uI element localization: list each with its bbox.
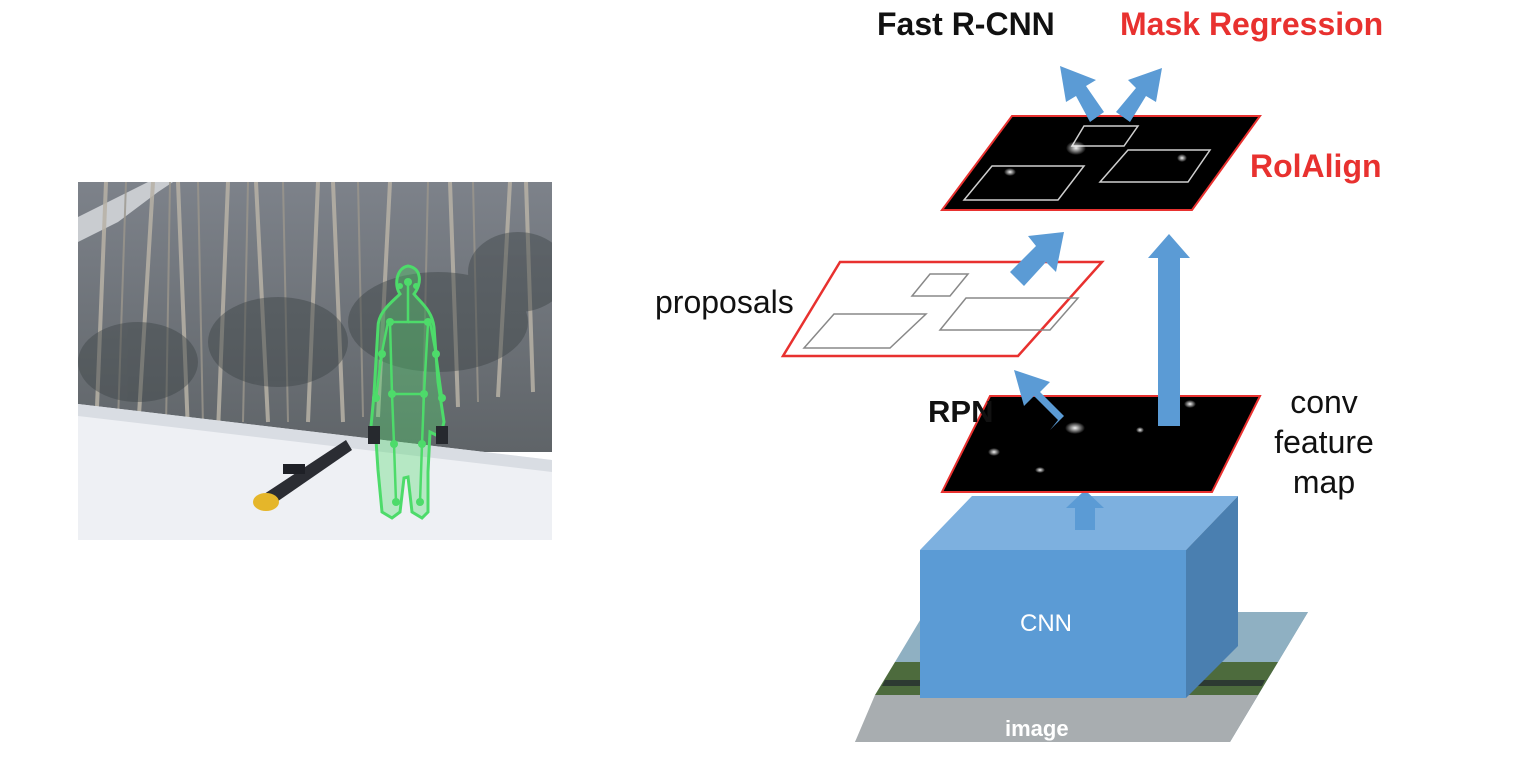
cnn-block xyxy=(920,496,1238,698)
cnn-label: CNN xyxy=(1020,610,1072,637)
conv-feature-map-label: conv feature map xyxy=(1254,382,1394,502)
arrow-rpn xyxy=(1014,370,1064,430)
instance-mask xyxy=(368,264,446,520)
snowboarder-photo xyxy=(78,182,552,540)
arrow-mask-regression xyxy=(1116,68,1162,122)
example-photo-panel xyxy=(78,182,552,540)
proposals-plane xyxy=(780,260,1105,358)
conv-feature-map-line: conv xyxy=(1290,384,1358,420)
arrow-cnn-to-feature xyxy=(1066,490,1104,530)
arrow-feature-to-roialign xyxy=(1148,234,1190,426)
fast-rcnn-label: Fast R-CNN xyxy=(877,6,1055,42)
roialign-label: RolAlign xyxy=(1250,148,1382,184)
arrow-proposals-to-roialign xyxy=(1010,232,1064,286)
proposals-label: proposals xyxy=(655,284,794,320)
mask-regression-label: Mask Regression xyxy=(1120,6,1384,42)
roialign-plane xyxy=(940,115,1262,211)
rpn-label: RPN xyxy=(928,394,994,429)
conv-feature-map xyxy=(940,395,1262,493)
arrow-fast-rcnn xyxy=(1060,66,1104,122)
conv-feature-map-line: feature xyxy=(1274,424,1374,460)
image-label: image xyxy=(1005,716,1069,741)
conv-feature-map-line: map xyxy=(1292,464,1356,500)
